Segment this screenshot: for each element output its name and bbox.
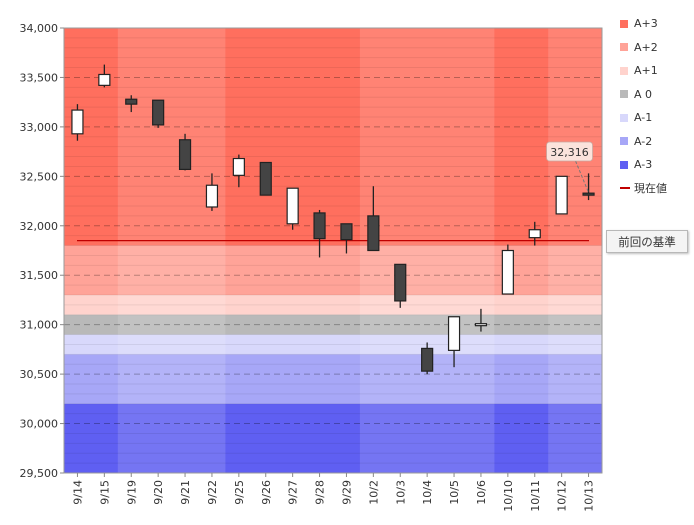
week-shading (548, 28, 602, 473)
legend-item: A+1 (620, 59, 667, 83)
legend-item: 現在値 (620, 177, 667, 201)
x-tick-label: 10/11 (529, 480, 542, 512)
legend-swatch (620, 90, 628, 99)
legend-label: A-3 (634, 158, 653, 172)
callout-leader (575, 160, 590, 193)
y-tick-label: 29,500 (20, 467, 59, 480)
candle-body-up (528, 229, 541, 239)
x-tick-label: 9/15 (98, 480, 111, 505)
legend-swatch (620, 43, 628, 52)
candle-body-down (582, 192, 595, 196)
candle-body-up (98, 73, 111, 86)
zone-band (64, 28, 602, 246)
legend-swatch (620, 66, 628, 75)
zone-band (64, 314, 602, 335)
x-tick-label: 9/27 (287, 480, 300, 505)
x-tick-label: 10/5 (448, 480, 461, 505)
y-tick-label: 32,000 (20, 220, 59, 233)
candle-body-up (501, 249, 514, 295)
candle-body-down (394, 263, 407, 302)
x-tick-label: 10/2 (367, 480, 380, 505)
y-tick-label: 32,500 (20, 170, 59, 183)
x-tick-label: 10/3 (394, 480, 407, 505)
y-tick-label: 33,500 (20, 71, 59, 84)
previous-basis-button[interactable]: 前回の基準 (606, 230, 688, 253)
y-tick-label: 33,000 (20, 121, 59, 134)
x-tick-label: 9/25 (233, 480, 246, 505)
legend-swatch (620, 113, 628, 122)
x-tick-label: 9/28 (314, 480, 327, 505)
candle-body-down (125, 98, 138, 105)
week-shading (359, 28, 495, 473)
zone-band (64, 334, 602, 355)
candle-body-down (313, 212, 326, 240)
legend-item: A-2 (620, 130, 667, 154)
x-tick-label: 9/22 (206, 480, 219, 505)
x-tick-label: 10/12 (556, 480, 569, 512)
candle-body-down (259, 161, 272, 196)
candle-body-up (447, 316, 461, 351)
candle-body-up (555, 175, 568, 215)
legend-label: A+1 (634, 64, 658, 78)
legend-label: A-1 (634, 111, 653, 125)
zone-band (64, 403, 602, 473)
candle-body-up (71, 109, 84, 135)
legend: A+3 A+2 A+1 A 0 A-1 A-2 A-3 現在値 (620, 12, 667, 200)
legend-label: A+2 (634, 40, 658, 54)
candle-body-up (286, 187, 299, 225)
plot-area-border (63, 27, 603, 474)
legend-item: A+3 (620, 12, 667, 36)
x-tick-label: 9/14 (71, 480, 84, 505)
legend-swatch (620, 19, 628, 28)
current-value-label: 32,316 (550, 146, 589, 159)
y-tick-label: 31,500 (20, 269, 59, 282)
candle-body-up (474, 323, 488, 327)
candle-body-up (205, 184, 219, 208)
candle-body-up (232, 157, 245, 176)
legend-item: A 0 (620, 83, 667, 107)
x-tick-label: 10/10 (502, 480, 515, 512)
x-tick-label: 10/6 (475, 480, 488, 505)
legend-item: A-3 (620, 153, 667, 177)
x-tick-label: 9/20 (152, 480, 165, 505)
zone-band (64, 295, 602, 315)
y-tick-label: 34,000 (20, 22, 59, 35)
legend-swatch (620, 137, 628, 146)
candle-body-down (421, 347, 434, 372)
x-tick-label: 9/29 (340, 480, 353, 505)
x-tick-label: 9/21 (179, 480, 192, 505)
legend-label: A-2 (634, 134, 653, 148)
x-tick-label: 10/4 (421, 480, 434, 505)
zone-band (64, 354, 602, 404)
candle-body-down (340, 223, 353, 241)
current-value-callout (546, 141, 593, 162)
legend-label: 現在値 (634, 182, 667, 196)
y-tick-label: 30,500 (20, 368, 59, 381)
y-tick-label: 31,000 (20, 319, 59, 332)
legend-swatch (620, 160, 628, 169)
candle-body-down (152, 99, 165, 126)
x-tick-label: 10/13 (583, 480, 596, 512)
week-shading (117, 28, 226, 473)
legend-label: A+3 (634, 17, 658, 31)
legend-swatch (620, 187, 630, 190)
x-tick-label: 9/26 (260, 480, 273, 505)
legend-label: A 0 (634, 87, 653, 101)
x-tick-label: 9/19 (125, 480, 138, 505)
legend-item: A-1 (620, 106, 667, 130)
candle-body-down (178, 139, 192, 171)
candle-body-down (367, 215, 380, 252)
y-tick-label: 30,000 (20, 418, 59, 431)
legend-item: A+2 (620, 36, 667, 60)
